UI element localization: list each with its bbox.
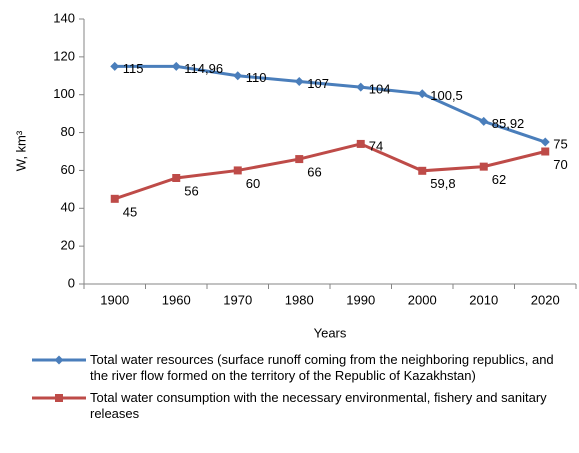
marker: [417, 89, 427, 99]
marker: [110, 61, 120, 71]
marker: [172, 174, 181, 182]
marker: [479, 116, 489, 126]
data-label: 62: [492, 172, 506, 187]
data-label: 74: [369, 138, 383, 153]
x-tick-label: 2000: [408, 292, 437, 307]
y-tick-label: 20: [61, 238, 75, 253]
marker: [356, 139, 365, 148]
y-tick-label: 100: [53, 86, 75, 101]
series-line: [114, 64, 546, 144]
x-tick-label: 1960: [162, 292, 191, 307]
legend-swatch: [32, 394, 86, 402]
data-label: 110: [246, 70, 267, 85]
marker: [54, 355, 64, 365]
x-tick-label: 1900: [100, 292, 129, 307]
x-tick-label: 2010: [469, 292, 498, 307]
data-label: 56: [184, 183, 198, 198]
legend-item: Total water consumption with the necessa…: [30, 390, 570, 422]
y-tick-label: 140: [53, 10, 75, 25]
marker: [418, 166, 427, 175]
data-label: 85,92: [492, 116, 525, 131]
data-label: 70: [553, 157, 567, 172]
plot: W, km³ Years 0 20 40 60 80 100 120 140 1900 1960 1…: [13, 10, 577, 340]
legend-label: Total water consumption with the necessa…: [90, 390, 547, 421]
marker: [541, 147, 550, 156]
data-label: 104: [369, 82, 391, 97]
legend: Total water resources (surface runoff co…: [30, 352, 570, 428]
marker: [294, 76, 304, 86]
y-tick-label: 80: [61, 124, 75, 139]
legend-item: Total water resources (surface runoff co…: [30, 352, 570, 384]
legend-label: Total water resources (surface runoff co…: [90, 352, 554, 383]
series-line: [114, 142, 546, 201]
x-tick-label: 1970: [223, 292, 252, 307]
marker: [110, 194, 119, 203]
x-axis-title: Years: [314, 325, 347, 340]
data-label: 107: [307, 76, 329, 91]
marker: [479, 162, 488, 171]
y-tick-label: 40: [61, 200, 75, 215]
x-tick-label: 1990: [346, 292, 375, 307]
legend-swatch: [32, 355, 86, 365]
x-tick-label: 1980: [285, 292, 314, 307]
marker: [233, 166, 242, 175]
y-tick-label: 120: [53, 48, 75, 63]
data-label: 75: [553, 136, 567, 151]
y-axis-title: W, km³: [13, 130, 28, 171]
marker: [233, 71, 243, 81]
data-label: 100,5: [430, 88, 463, 103]
marker: [540, 137, 550, 147]
data-label: 60: [246, 176, 260, 191]
marker: [356, 82, 366, 92]
data-label: 45: [123, 204, 137, 219]
data-label: 115: [123, 61, 144, 76]
x-tick-label: 2020: [531, 292, 560, 307]
y-tick-label: 60: [61, 162, 75, 177]
data-label: 66: [307, 165, 321, 180]
marker: [55, 394, 63, 402]
data-label: 114,96: [184, 61, 223, 76]
marker: [295, 155, 304, 164]
data-label: 59,8: [430, 176, 455, 191]
y-tick-label: 0: [68, 275, 75, 290]
marker: [171, 61, 181, 71]
